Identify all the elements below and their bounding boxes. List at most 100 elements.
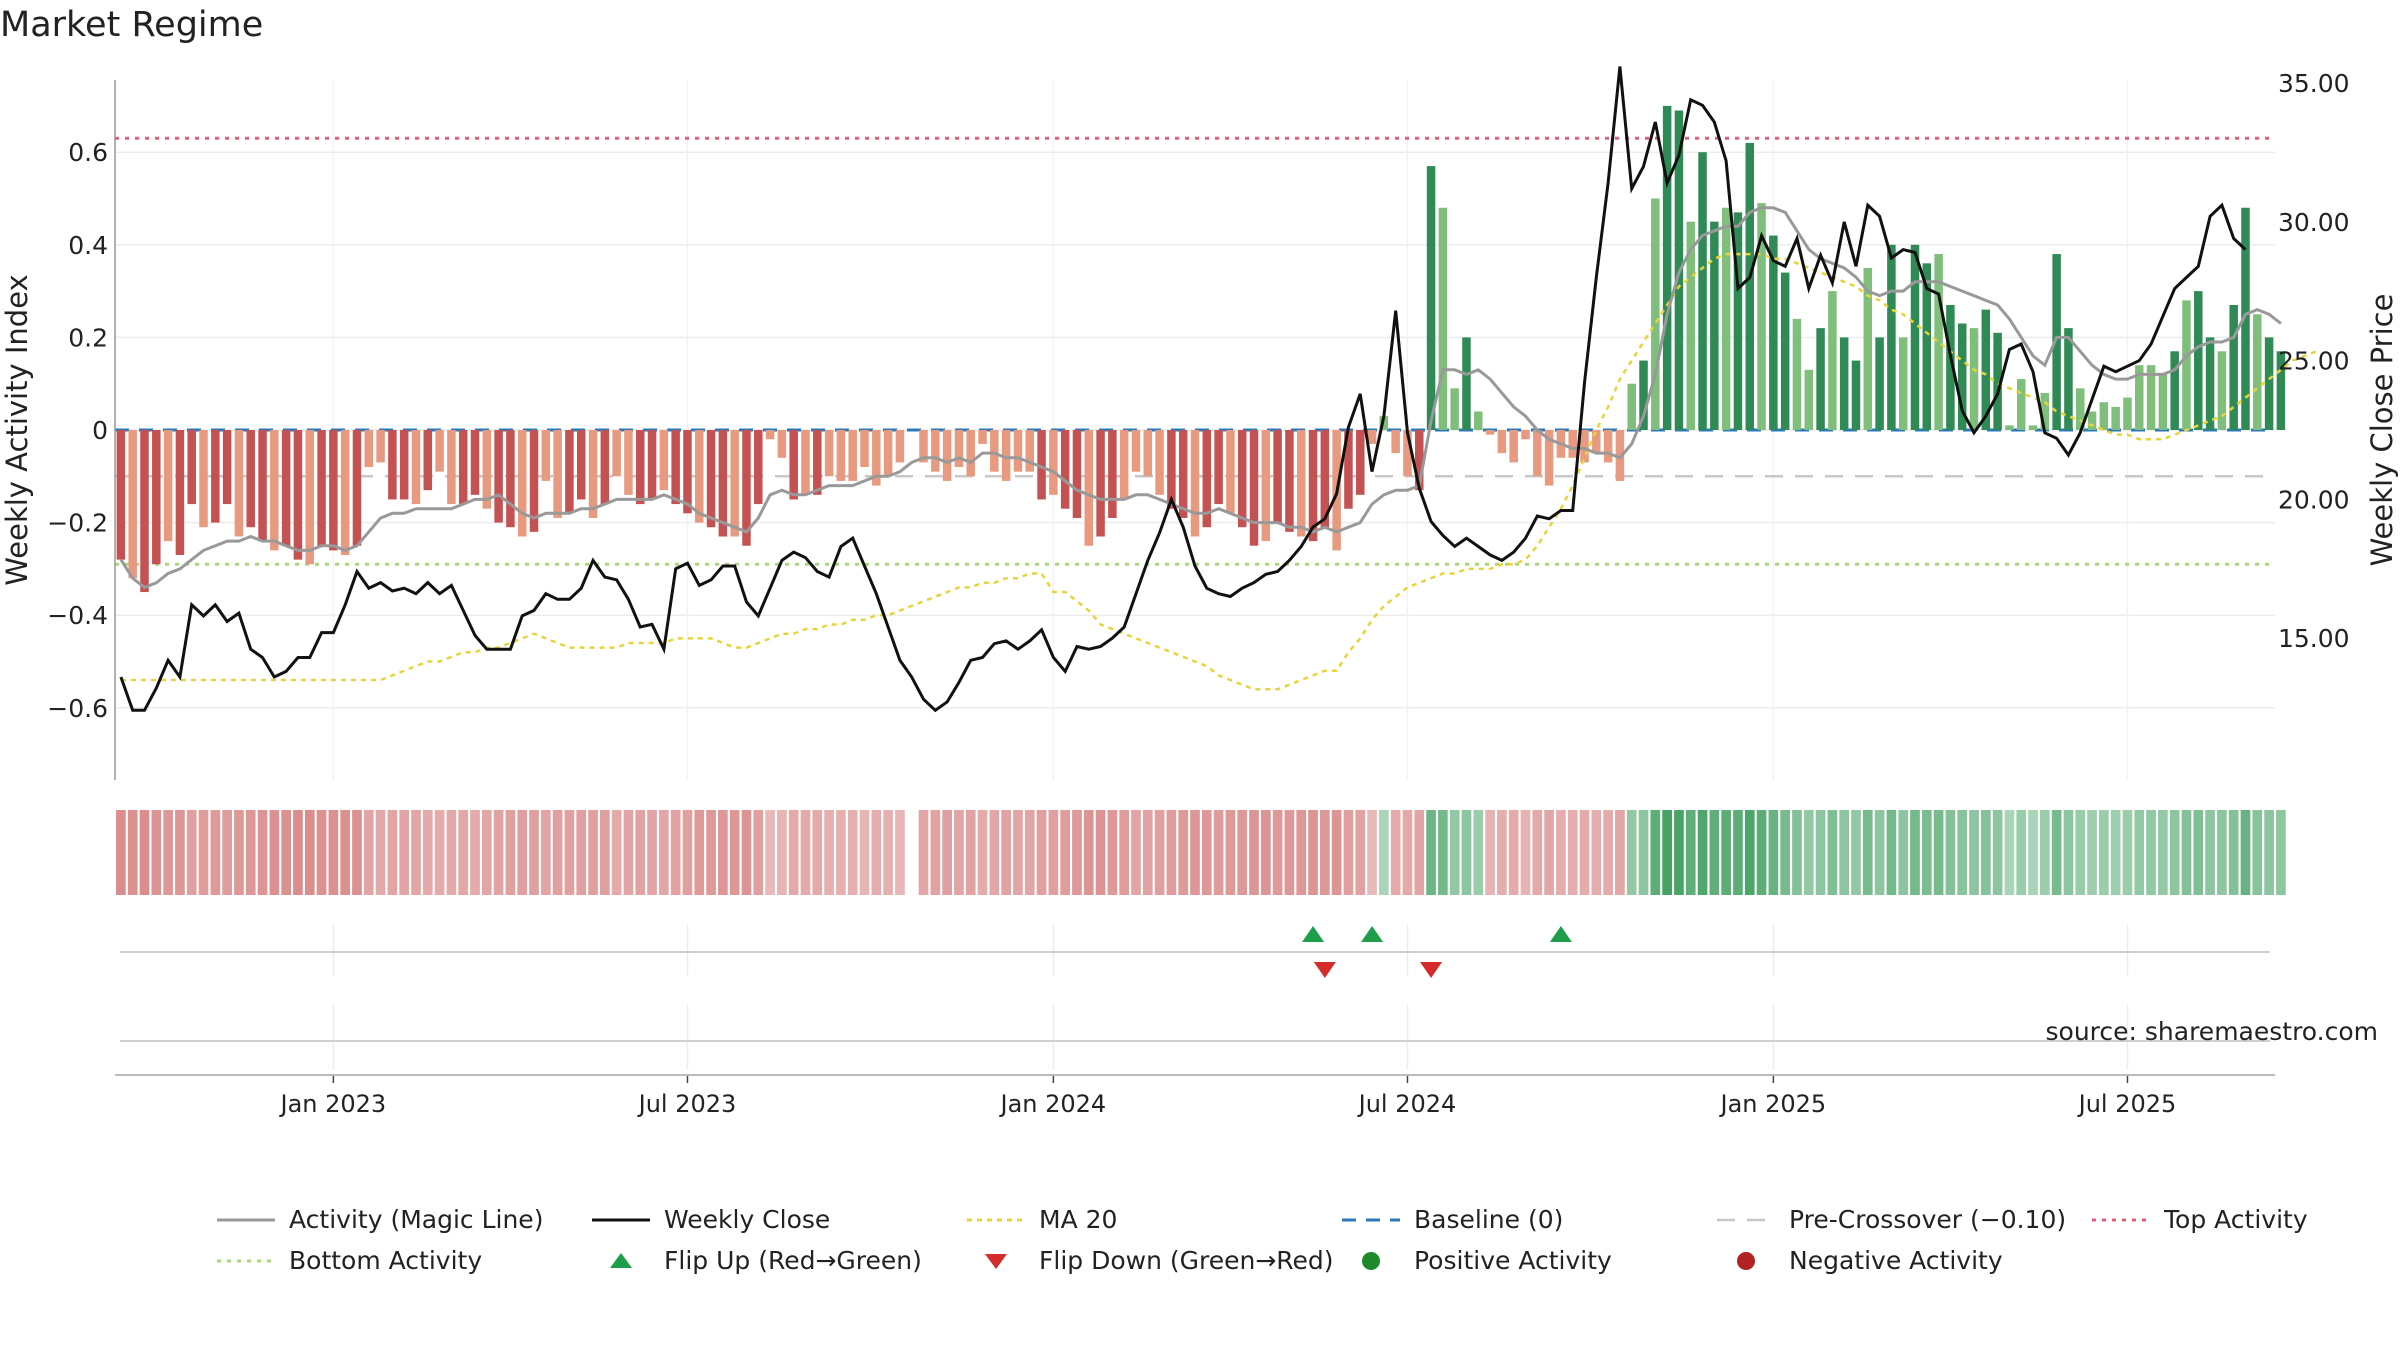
regime-strip-cell <box>1910 810 1920 895</box>
activity-bar <box>1710 221 1719 430</box>
activity-bars <box>116 105 2286 593</box>
chart-title: Market Regime <box>0 5 263 45</box>
activity-bar <box>1308 430 1318 542</box>
legend-item-baseline: Baseline (0) <box>1340 1205 1715 1234</box>
regime-strip-cell <box>859 810 870 895</box>
regime-strip-cell <box>1685 810 1696 895</box>
regime-strip-cell <box>1072 810 1082 895</box>
regime-strip-cell <box>1461 810 1472 895</box>
activity-bar <box>1119 430 1129 500</box>
activity-bar <box>1355 430 1365 495</box>
activity-bar <box>1049 430 1058 495</box>
activity-bar <box>1592 430 1601 454</box>
activity-bar <box>1096 430 1105 537</box>
legend-item-ma20: MA 20 <box>965 1205 1340 1234</box>
activity-bar <box>1273 430 1282 523</box>
regime-strip-cell <box>434 810 445 895</box>
legend-item-bottom-activity: Bottom Activity <box>215 1246 590 1275</box>
regime-strip-cell <box>293 810 303 895</box>
regime-strip-cell <box>1780 810 1791 895</box>
regime-strip-cell <box>1497 810 1507 895</box>
regime-strip-cell <box>2276 810 2286 895</box>
x-tick-label: Jan 2024 <box>999 1090 1107 1118</box>
regime-strip-cell <box>1721 810 1731 895</box>
activity-bar <box>2146 365 2156 430</box>
activity-bar <box>222 430 232 505</box>
regime-strip-cell <box>1815 810 1826 895</box>
regime-strip-cell <box>552 810 563 895</box>
regime-strip-cell <box>588 810 598 895</box>
regime-strip-cell <box>1390 810 1401 895</box>
activity-bar <box>1792 318 1802 430</box>
activity-bar <box>600 430 610 505</box>
activity-bar <box>2040 392 2050 430</box>
activity-bar <box>2276 351 2286 430</box>
y-left-axis-label: Weekly Activity Index <box>0 274 34 585</box>
activity-bar <box>1721 207 1731 430</box>
legend-item-activity-line: Activity (Magic Line) <box>215 1205 590 1234</box>
regime-strip-cell <box>564 810 575 895</box>
regime-strip-cell <box>1874 810 1885 895</box>
regime-strip-cell <box>1272 810 1283 895</box>
flip-down-marker <box>1313 962 1336 978</box>
activity-bar <box>1839 337 1849 430</box>
regime-strip-cell <box>942 810 952 895</box>
activity-bar <box>1769 235 1778 430</box>
regime-strip-cell <box>1945 810 1956 895</box>
regime-strip-cell <box>1969 810 1979 895</box>
source-note: source: sharemaestro.com <box>2046 1017 2379 1046</box>
activity-bar <box>1603 430 1613 463</box>
activity-bar <box>1214 430 1223 505</box>
activity-bar <box>777 430 787 458</box>
activity-bar <box>1202 430 1212 528</box>
flip-down-marker <box>1420 962 1443 978</box>
activity-bar <box>1415 430 1424 491</box>
regime-strip <box>116 810 2286 895</box>
regime-strip-cell <box>2181 810 2192 895</box>
activity-bar <box>1745 142 1755 430</box>
regime-strip-cell <box>883 810 893 895</box>
activity-bar <box>706 430 716 528</box>
activity-bar <box>152 430 161 565</box>
regime-strip-cell <box>2134 810 2145 895</box>
regime-strip-cell <box>2228 810 2239 895</box>
regime-strip-cell <box>1485 810 1495 895</box>
activity-bar <box>1875 337 1884 430</box>
activity-bar <box>919 430 928 463</box>
regime-strip-cell <box>1426 810 1436 895</box>
activity-bar <box>482 430 492 509</box>
flip-down-legend-symbol <box>985 1253 1007 1269</box>
regime-strip-cell <box>706 810 716 895</box>
activity-bar <box>1639 360 1648 430</box>
activity-bar <box>116 430 126 560</box>
activity-bar <box>1143 430 1153 477</box>
regime-strip-cell <box>234 810 244 895</box>
regime-strip-cell <box>670 810 681 895</box>
activity-bar <box>388 430 397 500</box>
activity-bar <box>211 430 220 523</box>
flip-up-marker <box>1302 926 1325 942</box>
regime-strip-cell <box>2264 810 2274 895</box>
legend-item-flip-down: Flip Down (Green→Red) <box>965 1246 1340 1275</box>
activity-bar <box>2158 374 2168 430</box>
regime-strip-cell <box>1013 810 1023 895</box>
negative-activity-legend-symbol <box>1737 1251 1755 1270</box>
activity-bar <box>1533 430 1542 477</box>
bottom-activity-legend-symbol <box>217 1259 275 1262</box>
activity-bar <box>199 430 208 528</box>
activity-bar <box>1403 430 1412 477</box>
gridlines <box>115 80 2275 1070</box>
activity-bar <box>2064 328 2073 430</box>
legend-label: Activity (Magic Line) <box>289 1205 544 1234</box>
activity-bar <box>1580 430 1589 463</box>
activity-bar <box>506 430 515 528</box>
flip-up-legend-symbol <box>610 1252 632 1268</box>
activity-bar <box>293 430 303 560</box>
regime-strip-cell <box>2110 810 2121 895</box>
regime-strip-cell <box>257 810 268 895</box>
regime-strip-cell <box>1520 810 1531 895</box>
regime-strip-cell <box>399 810 410 895</box>
regime-strip-cell <box>2016 810 2027 895</box>
regime-strip-cell <box>1319 810 1330 895</box>
regime-strip-cell <box>1508 810 1519 895</box>
